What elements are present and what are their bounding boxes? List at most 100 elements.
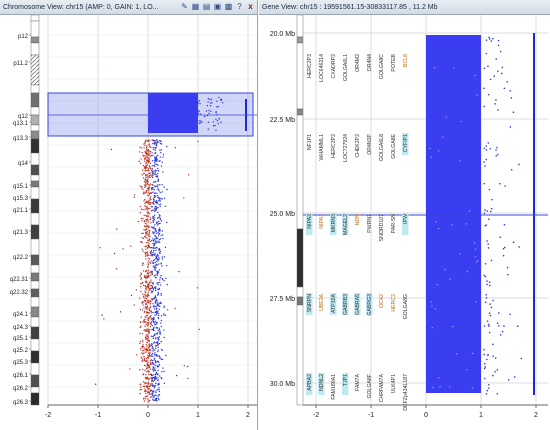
- data-point: [154, 295, 157, 297]
- close-button[interactable]: x: [248, 2, 253, 11]
- data-point: [143, 355, 145, 358]
- data-point: [147, 221, 149, 223]
- data-point: [437, 227, 440, 230]
- chromosome-band: [30, 198, 40, 214]
- data-point: [137, 220, 140, 223]
- data-point: [158, 398, 160, 401]
- chromosome-band: [30, 186, 40, 200]
- data-point: [156, 312, 158, 314]
- data-point: [147, 200, 149, 203]
- data-point: [146, 182, 149, 184]
- data-point: [139, 348, 142, 350]
- help-icon[interactable]: ?: [237, 2, 242, 11]
- data-point: [155, 266, 157, 268]
- data-point: [147, 191, 149, 194]
- data-point: [144, 229, 147, 231]
- svg-text:DKFZp434L187: DKFZp434L187: [403, 374, 409, 411]
- chromosome-band: [30, 362, 40, 376]
- data-point: [150, 287, 152, 290]
- data-point: [155, 338, 157, 340]
- data-point: [501, 66, 504, 69]
- camera-icon[interactable]: ▣: [213, 2, 222, 11]
- gene-label: OR4M2: [355, 54, 361, 72]
- gene-label: NIPA2: [306, 213, 313, 235]
- data-point: [490, 207, 493, 210]
- data-point: [154, 149, 156, 151]
- zoom-in-icon[interactable]: ✎: [181, 2, 188, 11]
- data-point: [155, 390, 157, 392]
- chromosome-band: [30, 130, 40, 140]
- gene-plot[interactable]: 20.0 Mb 22.5 Mb 25.0 Mb 27.5 Mb 30.0 Mb HERC2…: [259, 15, 550, 430]
- data-point: [161, 349, 163, 352]
- data-point: [157, 195, 159, 197]
- data-point: [153, 334, 156, 336]
- data-point: [159, 305, 161, 308]
- data-point: [166, 221, 168, 224]
- svg-text:OCA2: OCA2: [379, 294, 385, 308]
- data-point: [144, 245, 146, 248]
- data-point: [142, 237, 145, 240]
- data-point: [149, 303, 152, 305]
- data-point: [157, 291, 159, 294]
- grid-icon[interactable]: ▦: [191, 2, 200, 11]
- data-point: [160, 302, 162, 304]
- data-point: [122, 248, 124, 250]
- svg-text:GOLGA8E: GOLGA8E: [391, 133, 397, 158]
- data-point: [183, 365, 186, 367]
- data-point: [157, 232, 159, 234]
- data-point: [144, 236, 147, 238]
- gene-label: OCA2: [379, 294, 385, 308]
- data-point: [142, 304, 144, 306]
- chromosome-band: [296, 228, 304, 288]
- data-point: [149, 396, 152, 399]
- data-point: [155, 277, 157, 279]
- data-point: [206, 104, 209, 107]
- data-point: [158, 355, 160, 357]
- data-point: [459, 252, 461, 255]
- data-point: [155, 144, 158, 146]
- data-point: [163, 336, 165, 339]
- data-point: [151, 396, 153, 398]
- data-point: [133, 194, 136, 196]
- data-point: [142, 295, 145, 297]
- data-point: [158, 200, 160, 202]
- data-point: [148, 203, 150, 205]
- data-point: [144, 144, 146, 147]
- gene-label: POTEB: [391, 53, 397, 71]
- data-point: [158, 394, 160, 396]
- data-point: [158, 198, 161, 200]
- data-point: [155, 237, 157, 240]
- data-point: [152, 283, 154, 285]
- data-point: [141, 264, 144, 267]
- svg-text:CHRFAM7A: CHRFAM7A: [379, 373, 385, 402]
- layout-icon[interactable]: ▤: [202, 2, 211, 11]
- data-point: [453, 67, 455, 69]
- data-point: [141, 345, 143, 347]
- data-point: [485, 158, 488, 161]
- data-point: [153, 298, 155, 300]
- data-point: [148, 193, 151, 195]
- data-point: [156, 184, 159, 186]
- data-point: [448, 386, 451, 388]
- data-point: [154, 374, 157, 376]
- data-point: [157, 350, 159, 353]
- data-point: [144, 336, 147, 339]
- data-point: [196, 104, 198, 106]
- export-icon[interactable]: ▩: [224, 2, 233, 11]
- data-point: [154, 264, 156, 267]
- band-label: q21.1: [13, 208, 29, 214]
- data-point: [145, 248, 147, 250]
- data-point: [133, 304, 135, 306]
- data-point: [149, 307, 151, 309]
- data-point: [145, 390, 147, 392]
- data-point: [154, 239, 157, 241]
- data-point: [153, 308, 156, 310]
- data-point: [145, 323, 147, 326]
- data-point: [148, 294, 150, 297]
- data-point: [141, 237, 143, 239]
- data-point: [154, 269, 156, 271]
- data-point: [148, 174, 151, 177]
- data-point: [483, 212, 486, 214]
- data-point: [159, 205, 161, 208]
